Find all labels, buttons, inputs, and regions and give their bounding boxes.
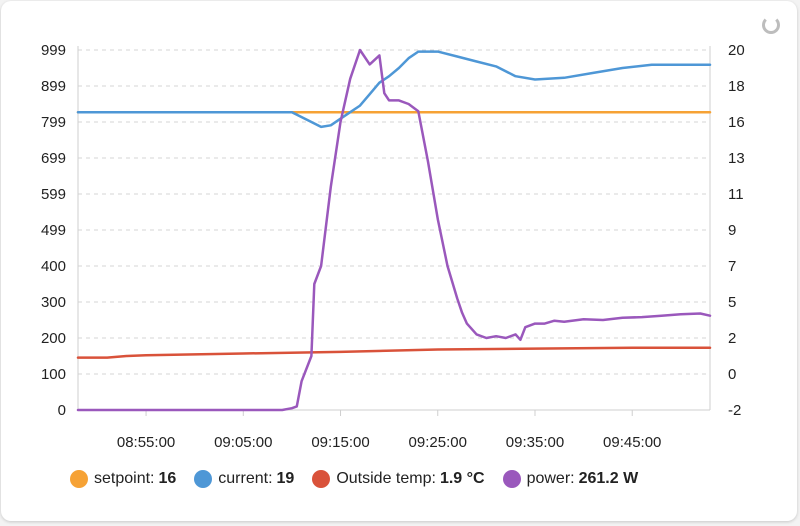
- legend-value: 19: [276, 470, 295, 487]
- series-line-outside-temp[interactable]: [76, 346, 712, 359]
- legend-value: 261.2 W: [578, 470, 639, 487]
- series-line-power[interactable]: [76, 48, 712, 412]
- left-axis-tick-label: 300: [41, 294, 66, 311]
- legend-swatch-icon: [194, 470, 213, 488]
- left-axis-tick-label: 799: [41, 114, 66, 131]
- x-axis-tick-label: 08:55:00: [117, 434, 175, 451]
- legend-value: 16: [158, 470, 177, 487]
- right-axis-tick-label: 13: [728, 150, 745, 167]
- left-axis-tick-label: 899: [41, 78, 66, 95]
- left-axis: 0 100 200 300 400 499 599 699 799 899 999: [41, 42, 79, 419]
- right-axis-tick-label: 18: [728, 78, 745, 95]
- legend-swatch-icon: [312, 470, 331, 488]
- left-axis-tick-label: 200: [41, 330, 66, 347]
- x-axis-tick-label: 09:35:00: [506, 434, 564, 451]
- x-axis-tick-label: 09:25:00: [409, 434, 467, 451]
- series-line-current[interactable]: [76, 50, 712, 129]
- right-axis-tick-label: 9: [728, 222, 736, 239]
- right-axis-tick-label: 0: [728, 366, 736, 383]
- series-lines: [76, 48, 712, 412]
- left-axis-tick-label: 400: [41, 258, 66, 275]
- legend-label: Outside temp:: [336, 470, 436, 487]
- left-axis-tick-label: 599: [41, 186, 66, 203]
- right-axis-tick-label: 7: [728, 258, 736, 275]
- right-axis-tick-label: -2: [728, 402, 741, 419]
- x-axis: 08:55:00 09:05:00 09:15:00 09:25:00 09:35:00…: [78, 409, 710, 451]
- grid-lines: [78, 49, 710, 411]
- x-axis-tick-label: 09:05:00: [214, 434, 272, 451]
- right-axis-tick-label: 11: [728, 186, 744, 203]
- legend-swatch-icon: [70, 470, 88, 488]
- left-axis-tick-label: 699: [41, 150, 66, 167]
- legend-swatch-icon: [502, 470, 521, 488]
- legend-item-outside-temp[interactable]: Outside temp: 1.9 °C: [312, 470, 485, 488]
- loading-spinner-icon: [762, 16, 780, 34]
- legend-label: setpoint:: [94, 470, 155, 487]
- left-axis-tick-label: 999: [41, 42, 66, 59]
- right-axis-tick-label: 2: [728, 330, 736, 347]
- left-axis-tick-label: 499: [41, 222, 66, 239]
- legend-value: 1.9 °C: [439, 470, 485, 487]
- left-axis-tick-label: 0: [58, 402, 66, 419]
- left-axis-tick-label: 100: [41, 366, 66, 383]
- legend-label: power:: [526, 470, 575, 487]
- right-axis: -2 0 2 5 7 9 11 13 16 18 20: [709, 42, 745, 419]
- legend-item-power[interactable]: power: 261.2 W: [502, 470, 639, 488]
- right-axis-tick-label: 20: [728, 42, 745, 59]
- x-axis-tick-label: 09:45:00: [603, 434, 661, 451]
- legend: setpoint: 16 current: 19 Outside temp: 1.9 °C…: [70, 467, 656, 491]
- right-axis-tick-label: 16: [728, 114, 745, 131]
- legend-item-current[interactable]: current: 19: [194, 470, 294, 488]
- legend-label: current:: [218, 470, 273, 487]
- legend-item-setpoint[interactable]: setpoint: 16: [70, 470, 176, 488]
- x-axis-tick-label: 09:15:00: [311, 434, 369, 451]
- right-axis-tick-label: 5: [728, 294, 736, 311]
